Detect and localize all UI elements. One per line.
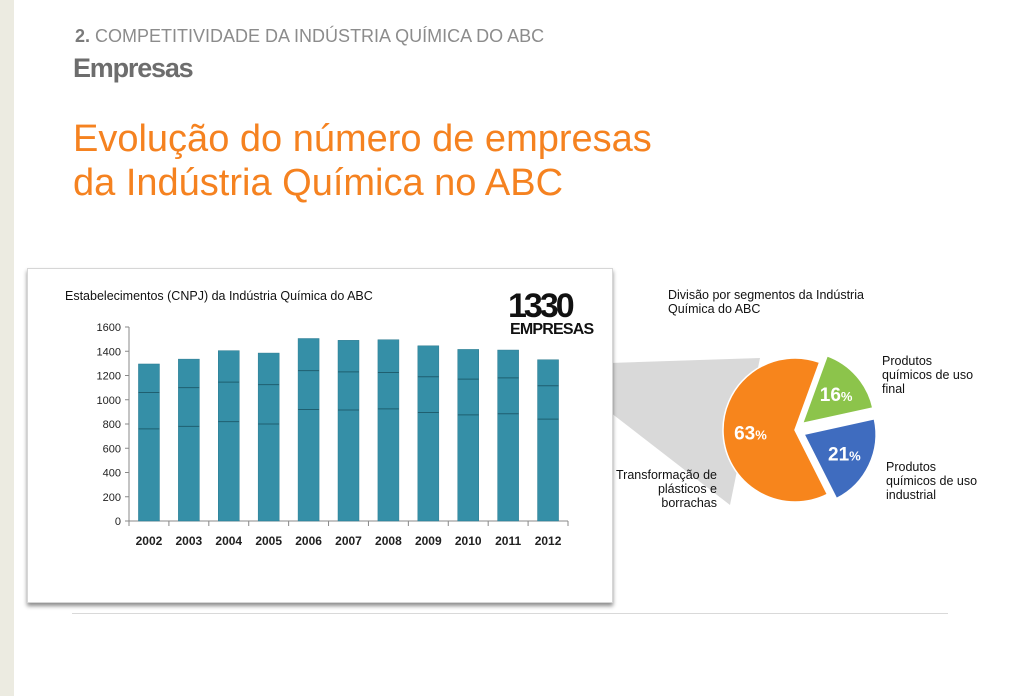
pie-slice-industrial-use: [802, 417, 877, 500]
x-tick-label-2003: 2003: [176, 534, 203, 548]
y-tick-label: 1400: [97, 346, 121, 358]
y-tick-label: 600: [103, 443, 121, 455]
x-tick-label-2009: 2009: [415, 534, 442, 548]
x-tick-label-2004: 2004: [215, 534, 242, 548]
bar-chart: 0 200 400 600 800 1000 1200 1400 1600 2002 2003 200…: [97, 322, 569, 548]
y-tick-label: 800: [103, 419, 121, 431]
y-tick-label: 1000: [97, 395, 121, 407]
total-companies-value: 1330: [508, 287, 575, 325]
bar-2003: [178, 358, 200, 522]
section-heading: 2. COMPETITIVIDADE DA INDÚSTRIA QUÍMICA …: [75, 26, 544, 47]
bar-2012: [537, 359, 559, 522]
page-title-line-2: da Indústria Química no ABC: [73, 162, 564, 204]
total-companies-label: EMPRESAS: [510, 321, 594, 338]
x-tick-label-2006: 2006: [295, 534, 322, 548]
y-tick-label: 200: [103, 492, 121, 504]
pie-label-industrial-use: Produtos químicos de uso industrial: [886, 460, 978, 502]
pie-value-label: 21%: [828, 444, 861, 465]
pie-chart: 16% 21% 63%: [722, 354, 877, 503]
pie-label-plastics: Transformação de plásticos e borrachas: [616, 468, 717, 510]
page-title: Evolução do número de empresas da Indúst…: [73, 117, 833, 205]
section-number: 2.: [75, 26, 91, 46]
left-decor-strip: [0, 0, 14, 696]
x-tick-label-2005: 2005: [255, 534, 282, 548]
bar-2010: [457, 349, 479, 522]
pie-chart-title: Divisão por segmentos da Indústria Quími…: [668, 288, 864, 316]
y-tick-label: 400: [103, 468, 121, 480]
x-tick-label-2008: 2008: [375, 534, 402, 548]
bar-chart-panel: Estabelecimentos (CNPJ) da Indústria Quí…: [27, 268, 613, 603]
bar-2002: [138, 363, 160, 522]
pie-slice-plastics: [722, 357, 829, 503]
x-tick-label-2002: 2002: [136, 534, 163, 548]
bar-2005: [257, 352, 280, 522]
footer-divider: [72, 613, 948, 614]
bar-2006: [297, 338, 320, 522]
pie-slice-final-use: [801, 354, 874, 425]
bar-2007: [337, 340, 360, 522]
bar-2009: [417, 345, 440, 522]
bar-2004: [218, 350, 240, 522]
x-tick-label-2007: 2007: [335, 534, 362, 548]
bar-2011: [497, 349, 519, 522]
bar-chart-title: Estabelecimentos (CNPJ) da Indústria Quí…: [65, 289, 373, 303]
page-subtitle: Empresas: [73, 53, 194, 83]
y-tick-label: 1200: [97, 371, 121, 383]
section-title: COMPETITIVIDADE DA INDÚSTRIA QUÍMICA DO …: [95, 26, 545, 46]
page-title-line-1: Evolução do número de empresas: [73, 118, 652, 160]
pie-value-label: 63%: [734, 424, 767, 445]
bar-2008: [377, 339, 400, 522]
x-tick-label-2012: 2012: [535, 534, 562, 548]
pie-value-label: 16%: [820, 385, 853, 406]
y-tick-label: 1600: [97, 322, 121, 334]
y-tick-label: 0: [115, 516, 121, 528]
x-tick-label-2011: 2011: [495, 534, 521, 548]
pie-label-final-use: Produtos químicos de uso final: [882, 354, 974, 396]
x-tick-label-2010: 2010: [455, 534, 482, 548]
